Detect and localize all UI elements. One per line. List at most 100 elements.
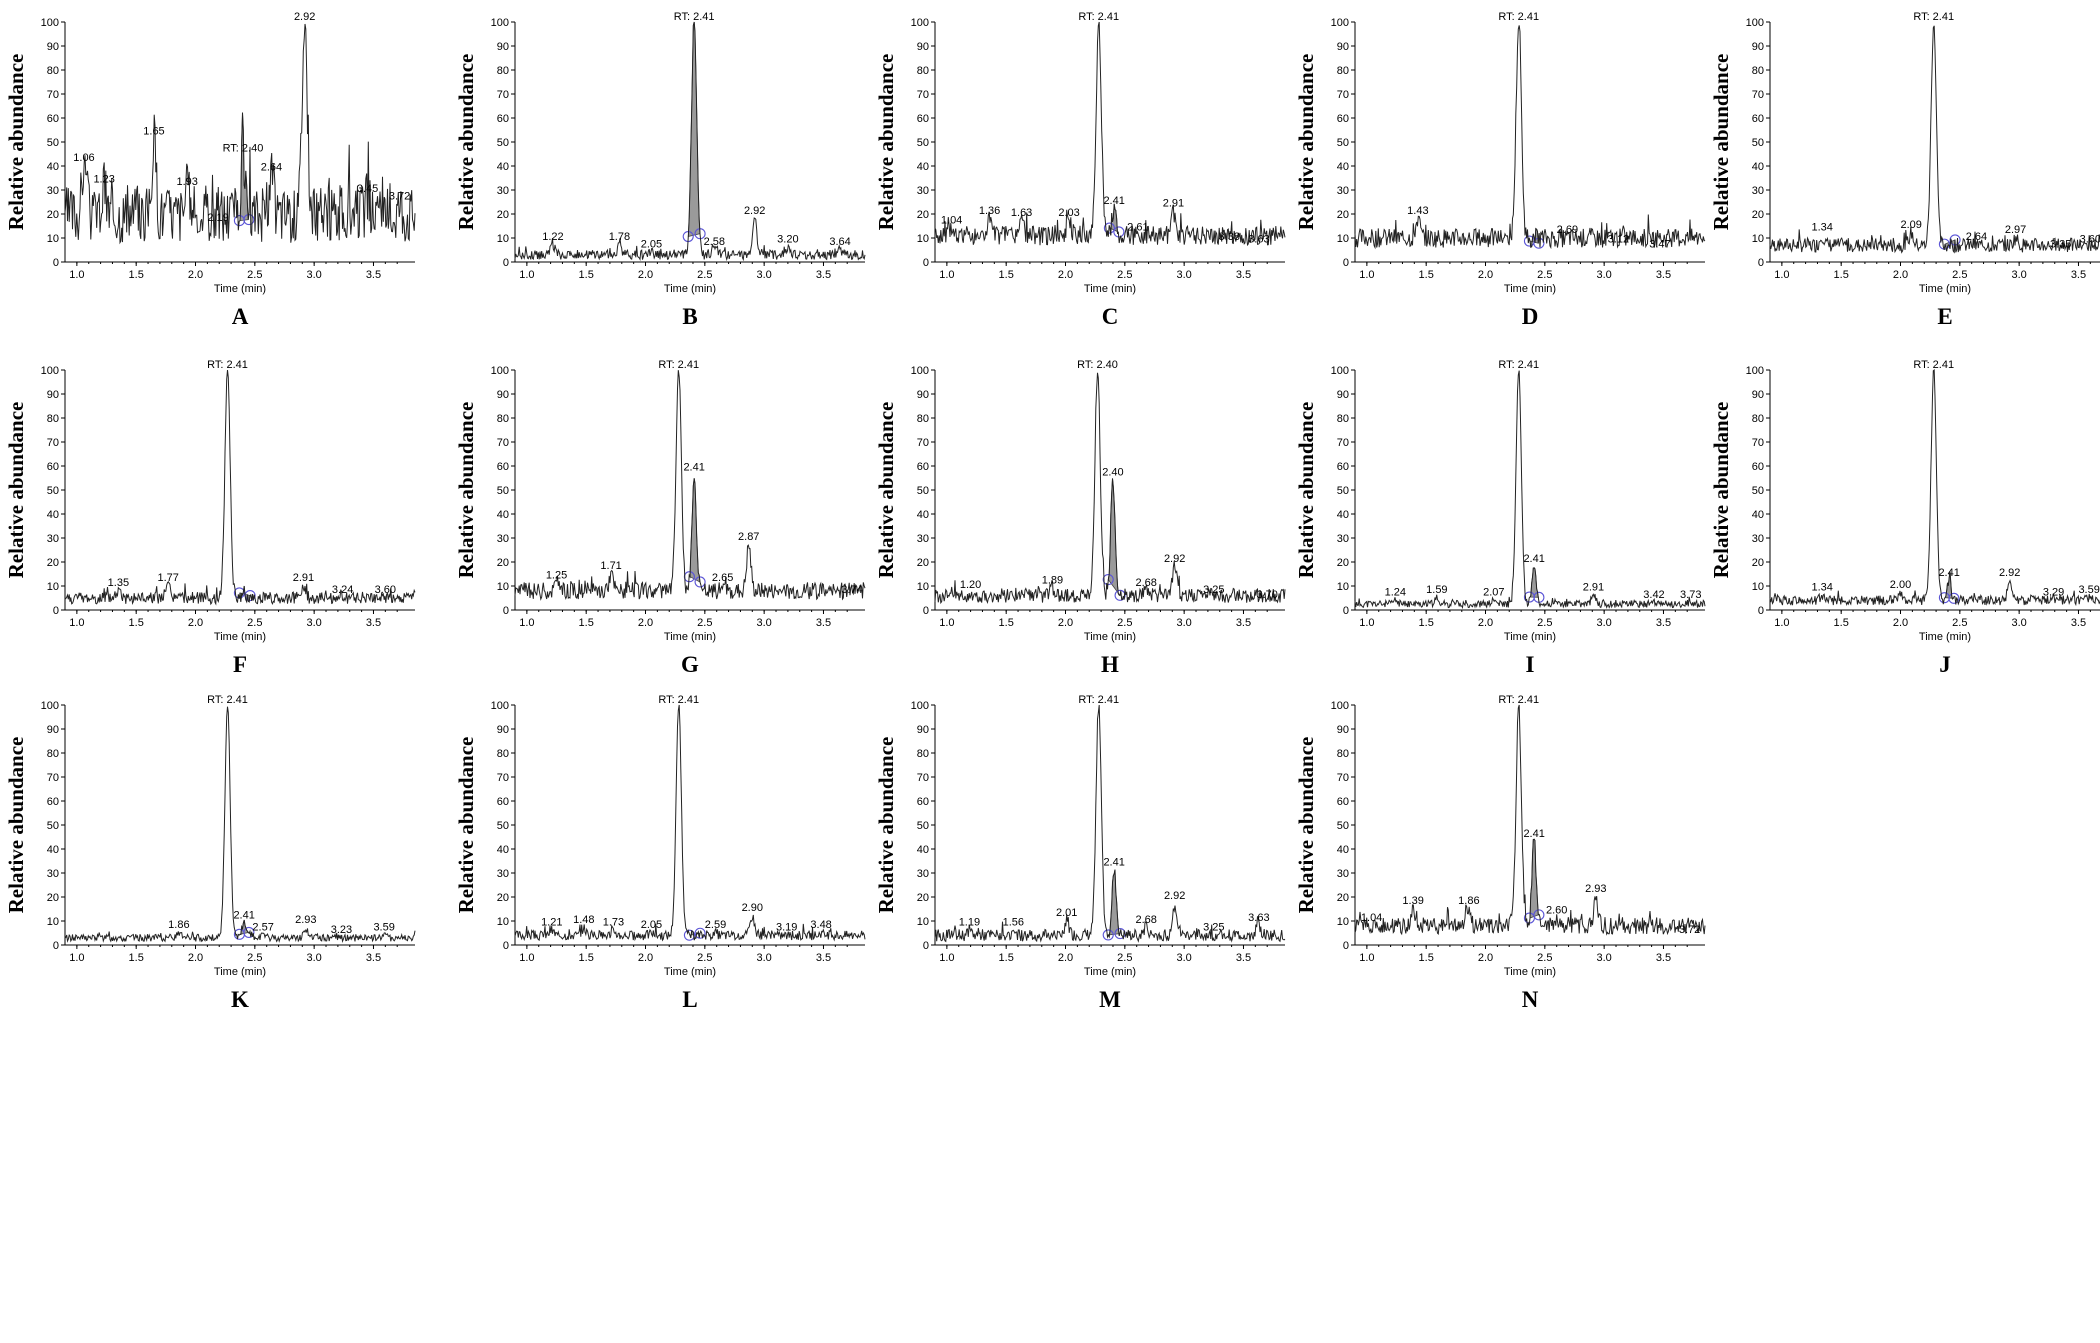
y-axis-label: Relative abundance <box>874 402 898 579</box>
y-tick-label: 10 <box>47 581 59 593</box>
peak-label: RT: 2.41 <box>1078 11 1119 23</box>
y-tick-label: 40 <box>47 509 59 521</box>
x-tick-label: 3.5 <box>366 269 381 281</box>
y-tick-label: 50 <box>1752 485 1764 497</box>
x-tick-label: 2.5 <box>1537 952 1552 964</box>
peak-label: RT: 2.41 <box>1498 359 1539 371</box>
y-tick-label: 20 <box>1752 209 1764 221</box>
peak-label: 2.41 <box>683 462 704 474</box>
y-tick-label: 90 <box>917 41 929 53</box>
y-tick-label: 90 <box>1752 389 1764 401</box>
peak-label: 2.09 <box>1900 219 1921 231</box>
y-tick-label: 60 <box>497 461 509 473</box>
y-tick-label: 40 <box>1337 844 1349 856</box>
y-tick-label: 10 <box>1337 233 1349 245</box>
y-tick-label: 100 <box>1331 17 1349 29</box>
y-tick-label: 30 <box>47 185 59 197</box>
y-tick-label: 100 <box>491 365 509 377</box>
y-tick-label: 100 <box>1746 365 1764 377</box>
y-tick-label: 10 <box>917 581 929 593</box>
y-tick-label: 100 <box>1331 700 1349 712</box>
y-tick-label: 40 <box>47 844 59 856</box>
y-axis-label: Relative abundance <box>874 54 898 231</box>
y-tick-label: 10 <box>1337 916 1349 928</box>
y-tick-label: 70 <box>47 437 59 449</box>
y-tick-label: 50 <box>497 137 509 149</box>
y-tick-label: 90 <box>917 389 929 401</box>
x-tick-label: 1.0 <box>519 617 534 629</box>
y-tick-label: 30 <box>47 533 59 545</box>
y-tick-label: 40 <box>497 844 509 856</box>
integrated-peak-area <box>1529 838 1539 919</box>
x-axis-label: Time (min) <box>214 966 266 978</box>
integration-start-marker <box>1102 929 1114 941</box>
x-tick-label: 3.0 <box>307 269 322 281</box>
y-tick-label: 10 <box>497 233 509 245</box>
x-tick-label: 2.5 <box>247 269 262 281</box>
y-tick-label: 50 <box>497 820 509 832</box>
y-tick-label: 60 <box>47 113 59 125</box>
y-tick-label: 30 <box>917 185 929 197</box>
x-tick-label: 1.5 <box>1419 617 1434 629</box>
y-tick-label: 40 <box>497 509 509 521</box>
x-tick-label: 2.5 <box>1952 269 1967 281</box>
y-tick-label: 70 <box>1752 437 1764 449</box>
peak-label: 3.60 <box>375 584 396 596</box>
x-tick-label: 2.0 <box>1478 269 1493 281</box>
y-tick-label: 100 <box>1746 17 1764 29</box>
x-tick-label: 2.5 <box>1537 617 1552 629</box>
y-tick-label: 70 <box>917 772 929 784</box>
peak-label: RT: 2.41 <box>207 694 248 706</box>
chromatogram-trace <box>64 23 416 245</box>
x-tick-label: 1.0 <box>939 269 954 281</box>
x-axis-label: Time (min) <box>1504 631 1556 643</box>
x-tick-label: 1.5 <box>999 617 1014 629</box>
y-tick-label: 60 <box>917 796 929 808</box>
y-tick-label: 50 <box>1337 137 1349 149</box>
y-axis-label: Relative abundance <box>4 737 28 914</box>
peak-label: 3.45 <box>357 183 378 195</box>
peak-label: 3.20 <box>777 234 798 246</box>
peak-label: 1.63 <box>1011 207 1032 219</box>
peak-label: RT: 2.41 <box>658 694 699 706</box>
y-tick-label: 30 <box>47 868 59 880</box>
peak-label: RT: 2.41 <box>658 359 699 371</box>
peak-label: 1.22 <box>542 231 563 243</box>
x-tick-label: 2.0 <box>1893 269 1908 281</box>
x-tick-label: 1.0 <box>69 952 84 964</box>
y-tick-label: 0 <box>53 257 59 269</box>
y-tick-label: 80 <box>1337 748 1349 760</box>
peak-label: 1.04 <box>941 214 962 226</box>
peak-label: 3.59 <box>373 921 394 933</box>
x-tick-label: 3.0 <box>2012 269 2027 281</box>
peak-label: 3.25 <box>1203 921 1224 933</box>
panel-letter: J <box>1939 652 1951 677</box>
peak-label: 3.29 <box>2043 586 2064 598</box>
x-tick-label: 3.0 <box>757 952 772 964</box>
y-tick-label: 100 <box>1331 365 1349 377</box>
x-tick-label: 3.5 <box>816 617 831 629</box>
y-tick-label: 10 <box>497 916 509 928</box>
peak-label: 3.74 <box>841 584 862 596</box>
peak-label: 1.35 <box>108 577 129 589</box>
peak-label: 1.34 <box>1811 582 1832 594</box>
y-tick-label: 90 <box>1337 41 1349 53</box>
y-tick-label: 80 <box>917 65 929 77</box>
peak-label: 3.63 <box>1248 234 1269 246</box>
chromatogram-trace <box>514 21 866 262</box>
peak-label: 2.01 <box>1056 907 1077 919</box>
x-tick-label: 1.0 <box>69 269 84 281</box>
y-tick-label: 80 <box>917 748 929 760</box>
y-tick-label: 50 <box>47 137 59 149</box>
peak-label: 2.05 <box>641 919 662 931</box>
y-tick-label: 100 <box>41 17 59 29</box>
y-tick-label: 90 <box>47 389 59 401</box>
y-tick-label: 80 <box>497 65 509 77</box>
y-tick-label: 90 <box>497 41 509 53</box>
x-axis-label: Time (min) <box>664 966 716 978</box>
y-tick-label: 10 <box>1752 581 1764 593</box>
y-tick-label: 70 <box>917 437 929 449</box>
x-tick-label: 1.5 <box>129 269 144 281</box>
peak-label: 2.59 <box>705 919 726 931</box>
